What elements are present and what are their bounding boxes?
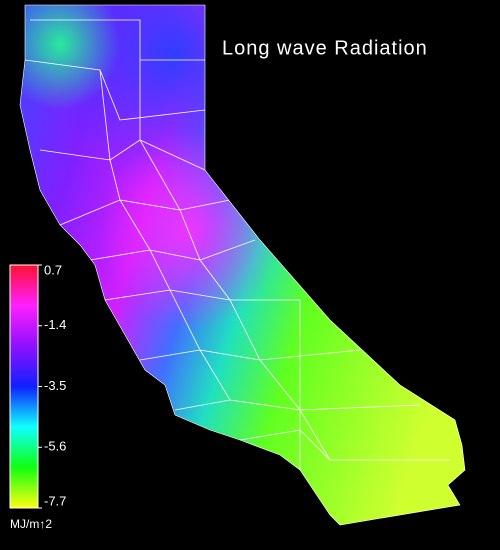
colorbar-tick-label: -3.5 (44, 378, 66, 393)
colorbar-tick-label: -5.6 (44, 439, 66, 454)
colorbar-tick-label: -1.4 (44, 317, 66, 332)
county-boundaries (24, 19, 450, 520)
colorbar: 0.7 -1.4 -3.5 -5.6 -7.7 (9, 262, 66, 509)
colorbar-unit: MJ/m↑2 (10, 517, 52, 531)
colorbar-tick-label: 0.7 (44, 262, 62, 277)
colorbar-ramp (9, 264, 39, 509)
colorbar-tick-label: -7.7 (44, 493, 66, 508)
map-title: Long wave Radiation (222, 37, 428, 59)
